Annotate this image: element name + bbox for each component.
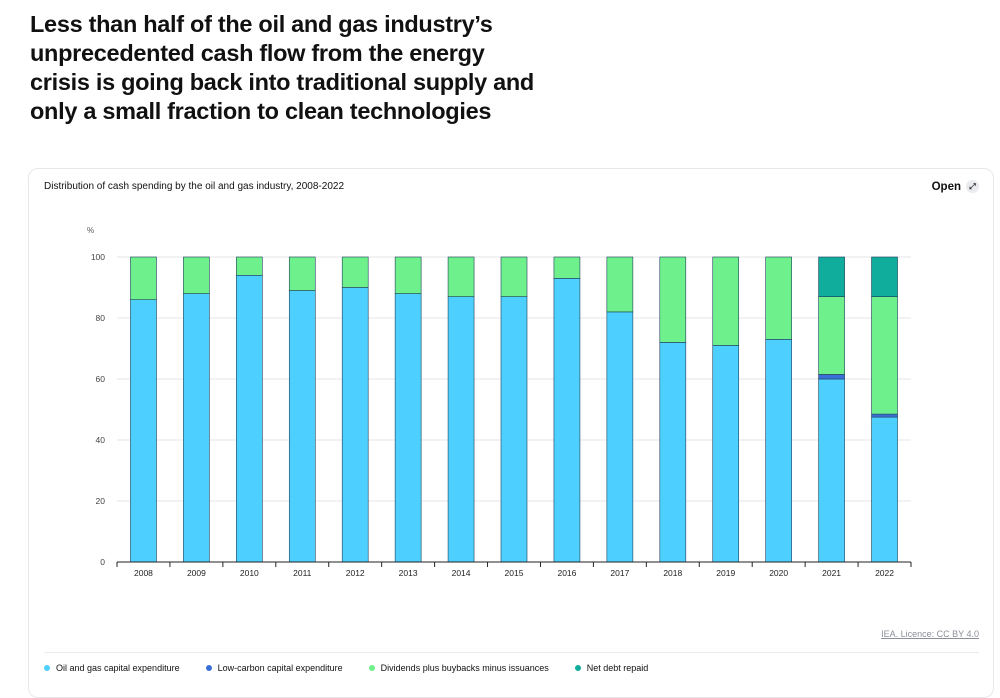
bar-segment-dividends-2014 — [447, 256, 475, 297]
bar-segment-dividends-2013 — [394, 256, 422, 294]
legend-label: Net debt repaid — [586, 663, 649, 673]
y-tick-label: 100 — [91, 252, 105, 262]
x-tick-label: 2021 — [822, 568, 841, 578]
bar-segment-oil_gas_capex-2013 — [394, 293, 422, 563]
open-label: Open — [931, 180, 961, 193]
legend-label: Oil and gas capital expenditure — [56, 663, 180, 673]
x-tick-label: 2019 — [716, 568, 735, 578]
bar-segment-low_carbon_capex-2022 — [871, 413, 898, 418]
page-headline: Less than half of the oil and gas indust… — [30, 11, 534, 124]
bar-segment-oil_gas_capex-2014 — [447, 296, 475, 563]
bar-segment-oil_gas_capex-2019 — [712, 345, 740, 563]
bar-segment-oil_gas_capex-2021 — [818, 378, 845, 563]
bar-segment-dividends-2011 — [288, 256, 316, 291]
licence-link[interactable]: IEA. Licence: CC BY 4.0 — [881, 629, 979, 639]
bar-segment-dividends-2019 — [712, 256, 740, 346]
bar-segment-dividends-2008 — [130, 256, 157, 301]
bar-segment-low_carbon_capex-2021 — [818, 374, 845, 380]
bar-segment-dividends-2022 — [871, 296, 898, 415]
chart-legend: Oil and gas capital expenditure Low-carbo… — [44, 663, 648, 673]
open-button[interactable]: Open ⤢ — [932, 180, 979, 193]
bar-segment-dividends-2009 — [183, 256, 210, 294]
bar-segment-dividends-2010 — [236, 256, 263, 276]
bar-segment-oil_gas_capex-2015 — [500, 296, 528, 563]
legend-dot-icon — [368, 665, 375, 671]
bar-segment-net_debt-2022 — [871, 256, 898, 297]
bar-segment-oil_gas_capex-2018 — [659, 342, 687, 563]
x-tick-label: 2013 — [399, 568, 418, 578]
y-tick-label: 80 — [96, 313, 106, 323]
y-axis-unit-label: % — [87, 226, 94, 235]
x-tick-label: 2014 — [452, 568, 471, 578]
bar-chart: % 0 20 40 60 80 100 2008 2009 2010 2011 2012 2013 201… — [87, 226, 912, 578]
bar-segment-oil_gas_capex-2017 — [606, 311, 634, 563]
y-tick-label: 60 — [96, 374, 106, 384]
bar-segment-dividends-2015 — [500, 256, 528, 297]
bar-segment-oil_gas_capex-2016 — [553, 278, 581, 563]
divider — [44, 652, 979, 653]
legend-dot-icon — [574, 665, 581, 671]
x-tick-label: 2017 — [610, 568, 629, 578]
bar-segment-oil_gas_capex-2020 — [765, 339, 792, 563]
x-tick-label: 2016 — [557, 568, 576, 578]
legend-item-low_carbon_capex[interactable]: Low-carbon capital expenditure — [205, 663, 343, 673]
bar-segment-dividends-2017 — [606, 256, 634, 313]
chart-card: Distribution of cash spending by the oil… — [28, 168, 994, 698]
bar-segment-dividends-2012 — [341, 256, 369, 288]
expand-icon: ⤢ — [966, 180, 979, 193]
bar-segment-oil_gas_capex-2012 — [341, 287, 369, 563]
y-tick-label: 40 — [96, 435, 106, 445]
x-tick-label: 2022 — [875, 568, 894, 578]
bar-segment-dividends-2021 — [818, 296, 845, 375]
legend-item-net_debt[interactable]: Net debt repaid — [574, 663, 649, 673]
bar-segment-oil_gas_capex-2009 — [183, 293, 210, 563]
bar-segment-oil_gas_capex-2010 — [236, 275, 263, 563]
bar-segment-net_debt-2021 — [818, 256, 845, 297]
x-tick-label: 2012 — [346, 568, 365, 578]
x-tick-label: 2018 — [663, 568, 682, 578]
x-tick-label: 2010 — [240, 568, 259, 578]
legend-item-oil_gas_capex[interactable]: Oil and gas capital expenditure — [44, 663, 180, 673]
y-tick-label: 0 — [100, 557, 105, 567]
bar-segment-dividends-2020 — [765, 256, 792, 340]
bar-segment-oil_gas_capex-2011 — [288, 290, 316, 563]
x-tick-label: 2011 — [293, 568, 312, 578]
x-tick-label: 2020 — [769, 568, 788, 578]
legend-item-dividends[interactable]: Dividends plus buybacks minus issuances — [368, 663, 549, 673]
legend-dot-icon — [44, 665, 50, 671]
bar-segment-oil_gas_capex-2022 — [871, 416, 898, 563]
x-tick-label: 2015 — [505, 568, 524, 578]
legend-label: Dividends plus buybacks minus issuances — [380, 663, 549, 673]
y-tick-label: 20 — [96, 496, 106, 506]
legend-dot-icon — [205, 665, 212, 671]
bar-segment-oil_gas_capex-2008 — [130, 299, 157, 563]
bar-segment-dividends-2018 — [659, 256, 687, 343]
x-tick-label: 2009 — [187, 568, 206, 578]
chart-title: Distribution of cash spending by the oil… — [44, 181, 345, 192]
x-tick-label: 2008 — [134, 568, 153, 578]
bar-segment-dividends-2016 — [553, 256, 581, 279]
legend-label: Low-carbon capital expenditure — [217, 663, 343, 673]
